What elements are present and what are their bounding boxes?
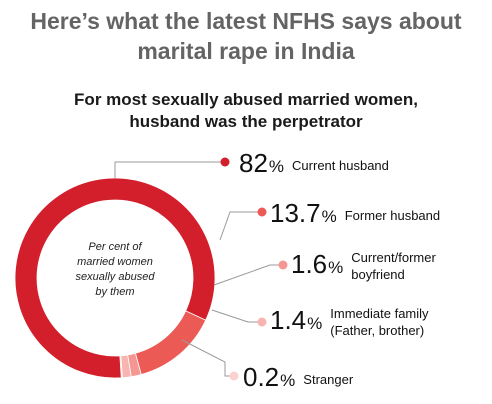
chart-title-line-2: husband was the perpetrator — [129, 112, 363, 131]
legend-dot-former-husband — [257, 207, 267, 217]
leader-line-stranger — [181, 339, 232, 377]
legend-dot-boyfriend — [278, 260, 288, 270]
legend-dot-stranger — [229, 371, 239, 381]
data-value-label: 1.6% — [291, 249, 344, 279]
chart-title-line-1: For most sexually abused married women, — [74, 90, 418, 109]
page-title: Here’s what the latest NFHS says about m… — [0, 6, 492, 66]
legend-item-immediate-family: 1.4% Immediate family (Father, brother) — [270, 305, 429, 339]
center-label-line: married women — [77, 256, 153, 268]
legend-label: Current husband — [292, 157, 389, 173]
legend-label: Immediate family (Father, brother) — [330, 306, 429, 338]
legend-item-boyfriend: 1.6% Current/former boyfriend — [291, 249, 436, 283]
data-value-label: 82% — [239, 148, 285, 178]
leader-line-immediate-family — [211, 309, 258, 323]
title-line-1: Here’s what the latest NFHS says about — [30, 8, 462, 34]
center-label-line: Per cent of — [88, 241, 142, 253]
leader-line-current-husband — [114, 161, 225, 178]
legend-item-current-husband: 82% Current husband — [239, 148, 389, 182]
center-label-line: sexually abused — [75, 271, 155, 283]
legend-item-stranger: 0.2% Stranger — [243, 362, 353, 396]
legend-label: Current/former boyfriend — [351, 250, 436, 282]
leader-line-boyfriend — [213, 264, 283, 286]
chart-title: For most sexually abused married women, … — [0, 89, 492, 133]
legend-dot-immediate-family — [257, 317, 267, 327]
legend-label: Former husband — [344, 207, 441, 223]
pie-slice-former-husband — [134, 310, 207, 375]
donut-center-label: Per cent of married women sexually abuse… — [60, 240, 170, 300]
title-line-2: marital rape in India — [137, 38, 355, 64]
data-value-label: 1.4% — [270, 305, 323, 335]
legend-dot-current-husband — [220, 157, 230, 167]
data-value-label: 0.2% — [243, 362, 296, 392]
legend-label: Stranger — [303, 371, 354, 387]
leader-line-former-husband — [219, 211, 260, 241]
pie-slice-current-husband — [14, 177, 216, 379]
center-label-line: by them — [95, 286, 135, 298]
data-value-label: 13.7% — [270, 198, 337, 228]
legend-item-former-husband: 13.7% Former husband — [270, 198, 440, 232]
